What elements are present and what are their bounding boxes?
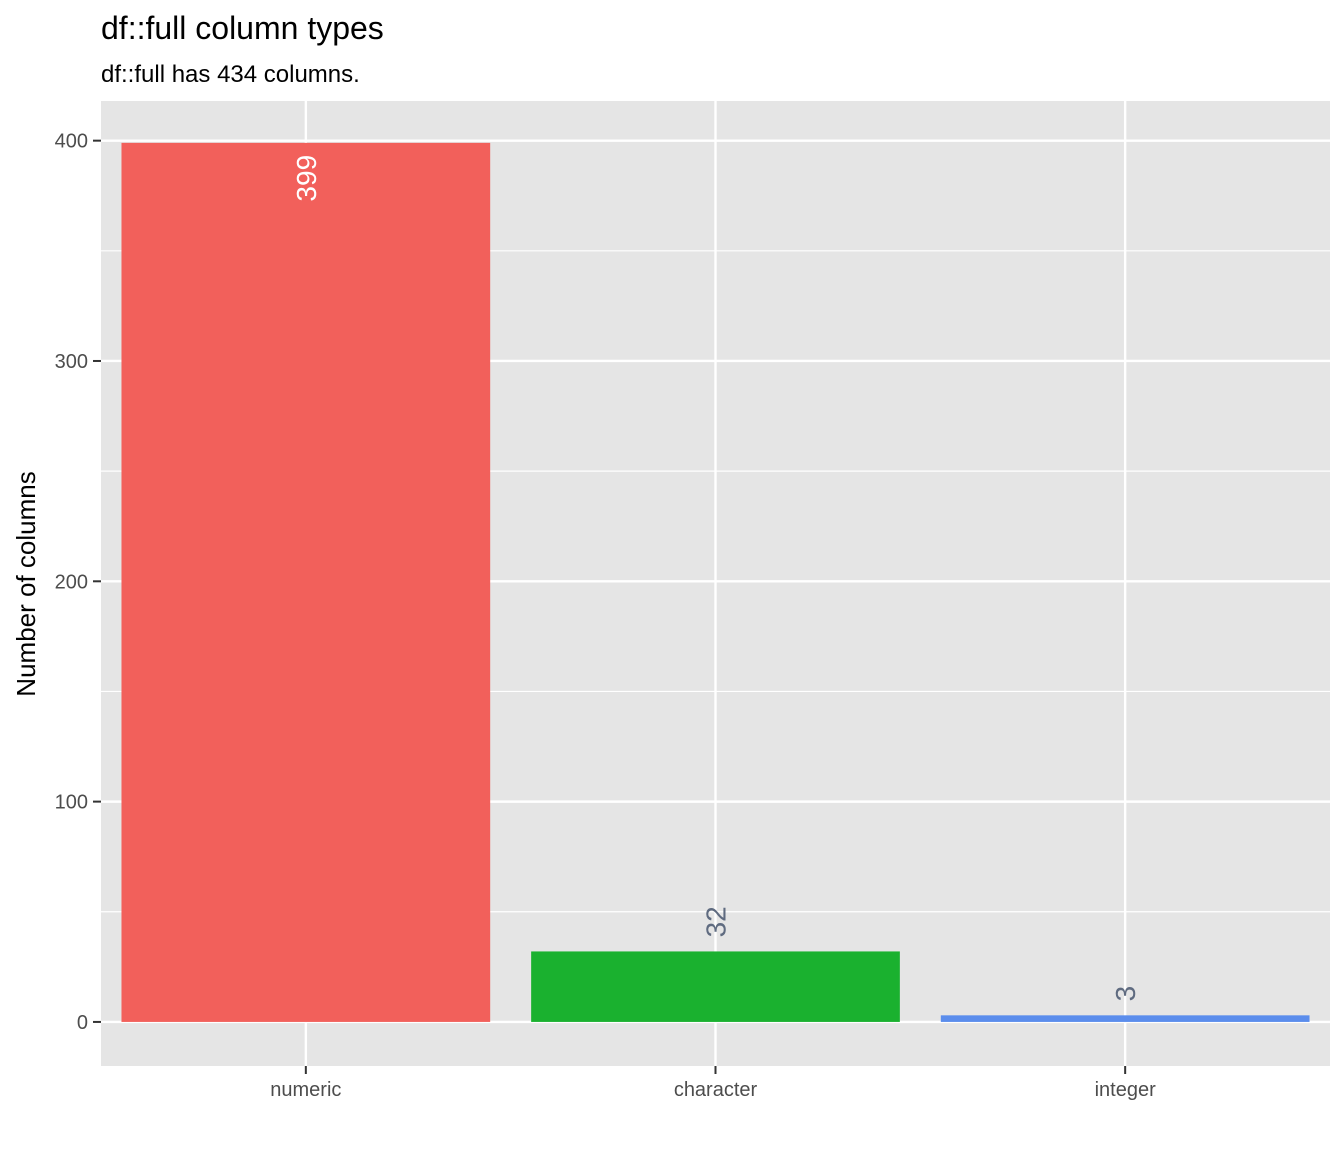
chart-subtitle: df::full has 434 columns.	[101, 61, 360, 88]
y-tick-label: 100	[55, 792, 88, 814]
bar-value-label: 3	[1110, 986, 1141, 1002]
bar-numeric	[121, 142, 491, 1022]
chart-title: df::full column types	[101, 10, 384, 46]
bar-integer	[940, 1015, 1310, 1022]
bar-character	[531, 951, 900, 1022]
y-tick-label: 400	[55, 131, 88, 153]
bar-value-label: 399	[291, 155, 322, 202]
x-tick-label: integer	[1095, 1079, 1156, 1101]
bar-value-label: 32	[701, 906, 732, 937]
y-axis: 0 100 200 300 400	[55, 131, 101, 1034]
y-tick-label: 300	[55, 351, 88, 373]
bar-value-labels: 399 32 3	[291, 155, 1141, 1001]
x-tick-label: character	[674, 1079, 758, 1101]
x-tick-label: numeric	[270, 1079, 341, 1101]
y-tick-label: 0	[77, 1012, 88, 1034]
y-tick-label: 200	[55, 571, 88, 593]
x-axis: numeric character integer	[270, 1066, 1156, 1101]
y-axis-title: Number of columns	[11, 471, 41, 696]
bars	[121, 142, 1310, 1022]
